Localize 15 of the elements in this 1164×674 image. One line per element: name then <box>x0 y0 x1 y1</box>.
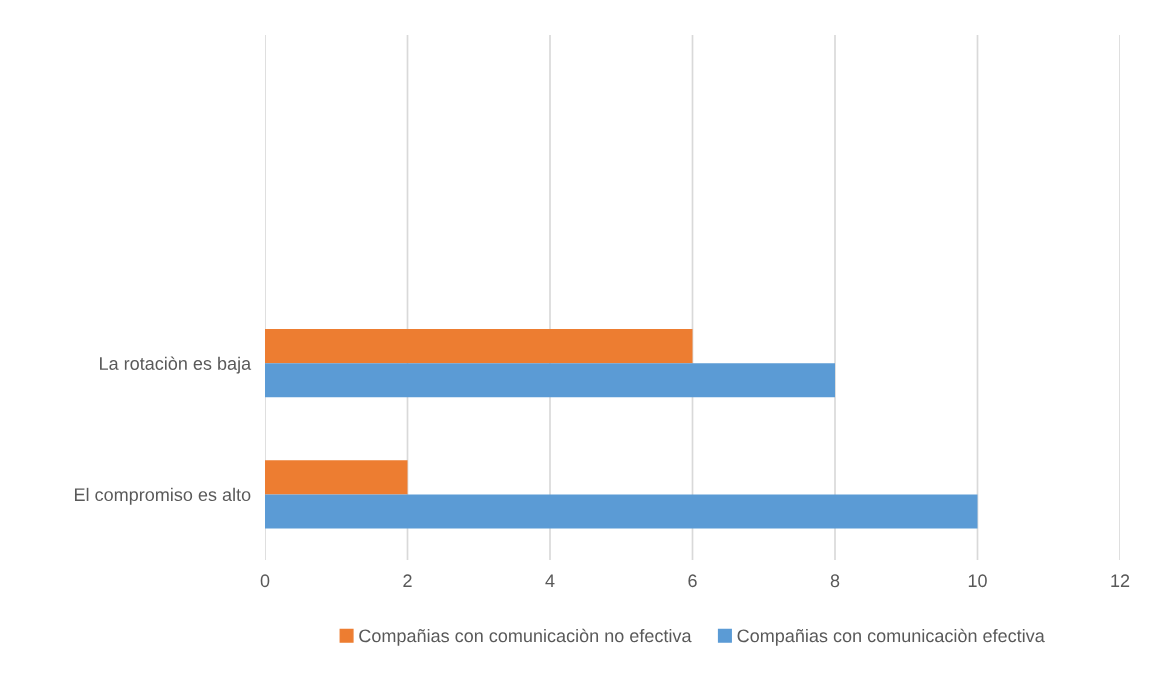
legend-label: Compañias con comunicaciòn no efectiva <box>359 628 692 646</box>
x-tick-label: 6 <box>688 574 697 588</box>
bar <box>265 460 408 495</box>
x-tick-label: 8 <box>830 574 840 588</box>
x-tick-label: 4 <box>545 574 555 587</box>
x-tick-label: 2 <box>403 574 412 587</box>
y-tick-label: El compromiso es alto <box>74 487 251 505</box>
bar <box>265 363 835 398</box>
bar <box>265 494 978 529</box>
legend-label: Compañias con comunicaciòn efectiva <box>737 628 1045 646</box>
x-tick-label: 12 <box>1111 574 1130 587</box>
y-tick-label: La rotaciòn es baja <box>100 356 252 374</box>
x-tick-label: 0 <box>260 574 270 588</box>
x-tick-label: 10 <box>968 574 987 588</box>
bar <box>265 329 693 364</box>
